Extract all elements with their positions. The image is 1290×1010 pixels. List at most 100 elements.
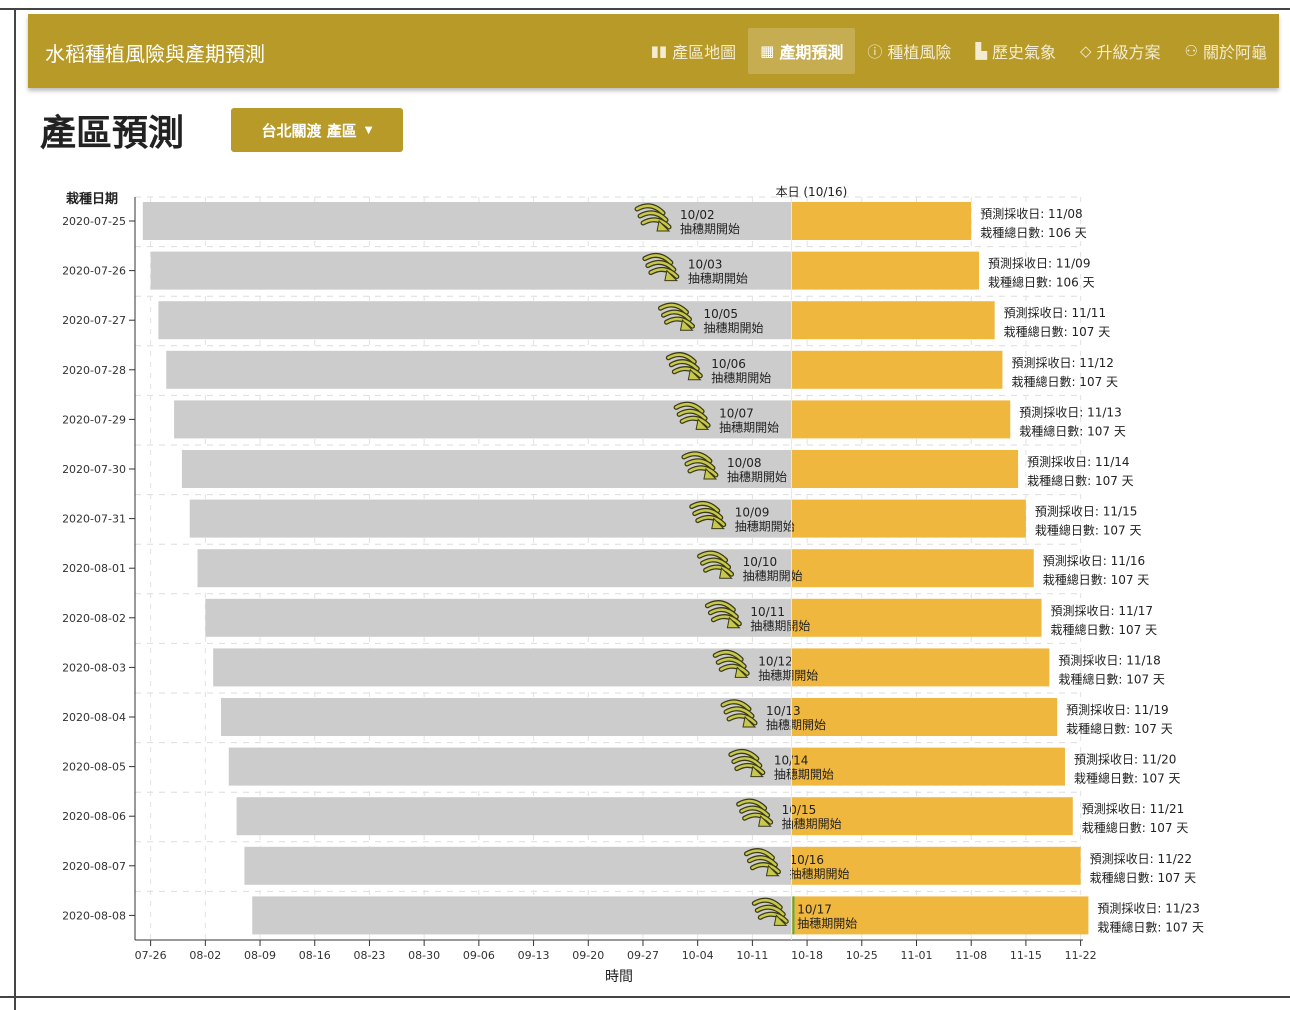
nav-item-label: 升級方案 (1096, 43, 1161, 62)
grown-bar (236, 797, 792, 836)
x-tick-label: 10-04 (682, 949, 714, 962)
grown-bar (142, 202, 792, 240)
total-days-label: 栽種總日數: 107 天 (1043, 572, 1150, 587)
x-tick-label: 09-06 (463, 949, 495, 962)
y-tick-label: 2020-08-04 (62, 711, 126, 724)
y-tick-label: 2020-08-07 (62, 860, 126, 873)
calculator-icon: ▦ (760, 42, 775, 60)
x-tick-label: 09-27 (627, 949, 659, 962)
heading-caption: 抽穗期開始 (782, 817, 842, 831)
x-tick-label: 11-22 (1065, 949, 1097, 962)
heading-date-label: 10/06 (711, 357, 746, 371)
nav-item-users[interactable]: ⚇ 關於阿龜 (1173, 28, 1279, 74)
heading-date-label: 10/13 (766, 704, 801, 718)
remaining-bar (791, 846, 1081, 885)
nav-item-label: 種植風險 (887, 43, 952, 62)
x-tick-label: 11-01 (901, 949, 933, 962)
remaining-bar (791, 251, 980, 290)
total-days-label: 栽種總日數: 107 天 (1082, 820, 1189, 835)
harvest-date-label: 預測採收日: 11/12 (1011, 356, 1113, 370)
nav-item-label: 產期預測 (779, 43, 844, 62)
total-days-label: 栽種總日數: 107 天 (1097, 919, 1204, 934)
region-dropdown-label: 台北關渡 產區 (261, 121, 357, 140)
info-icon: ⓘ (867, 42, 883, 61)
heading-caption: 抽穗期開始 (797, 916, 857, 930)
x-tick-label: 11-15 (1010, 949, 1042, 962)
nav-menu: ▮▮ 產區地圖 ▦ 產期預測 ⓘ 種植風險 ▙ 歷史氣象 ◇ 升級方案 ⚇ 關於阿龜 (639, 28, 1279, 74)
remaining-bar (791, 896, 1089, 935)
heading-caption: 抽穗期開始 (789, 867, 849, 881)
nav-item-bar-chart[interactable]: ▙ 歷史氣象 (963, 28, 1068, 74)
heading-date-label: 10/02 (680, 208, 715, 222)
heading-date-label: 10/08 (727, 456, 762, 470)
rice-ear-icon (728, 748, 766, 778)
rice-ear-icon (642, 252, 680, 282)
harvest-date-label: 預測採收日: 11/11 (1004, 306, 1106, 320)
grown-bar (228, 747, 792, 786)
rice-ear-icon (665, 352, 703, 381)
rice-ear-icon (704, 600, 742, 629)
remaining-bar (791, 747, 1065, 786)
remaining-bar (791, 797, 1073, 836)
harvest-date-label: 預測採收日: 11/22 (1090, 852, 1192, 866)
remaining-bar (791, 202, 972, 240)
total-days-label: 栽種總日數: 106 天 (988, 275, 1095, 290)
region-dropdown-button[interactable]: 台北關渡 產區 ▼ (231, 108, 403, 152)
grown-bar (252, 896, 792, 935)
harvest-date-label: 預測採收日: 11/14 (1027, 455, 1129, 469)
heading-caption: 抽穗期開始 (743, 569, 803, 583)
y-axis-title: 栽種日期 (66, 191, 118, 207)
heading-caption: 抽穗期開始 (719, 420, 779, 434)
total-days-label: 栽種總日數: 107 天 (1035, 523, 1142, 538)
remaining-bar (791, 450, 1019, 488)
remaining-bar (791, 301, 995, 340)
rice-ear-icon (657, 302, 695, 331)
nav-item-calculator[interactable]: ▦ 產期預測 (748, 28, 856, 74)
heading-date-label: 10/09 (735, 506, 770, 520)
map-icon: ▮▮ (650, 42, 668, 60)
grown-bar (220, 698, 792, 736)
harvest-date-label: 預測採收日: 11/16 (1043, 554, 1145, 568)
x-tick-label: 09-20 (572, 949, 604, 962)
rice-ear-icon (673, 401, 711, 430)
x-tick-label: 08-09 (244, 949, 276, 962)
x-tick-label: 08-16 (299, 949, 331, 962)
y-tick-label: 2020-07-25 (62, 215, 126, 228)
x-tick-label: 10-18 (791, 949, 823, 962)
y-tick-label: 2020-08-06 (62, 810, 126, 823)
y-tick-label: 2020-08-08 (62, 909, 126, 922)
rice-ear-icon (681, 451, 719, 480)
x-tick-label: 09-13 (518, 949, 550, 962)
rice-ear-icon (697, 550, 735, 579)
nav-item-diamond[interactable]: ◇ 升級方案 (1068, 28, 1173, 74)
total-days-label: 栽種總日數: 107 天 (1051, 622, 1158, 637)
grown-bar (197, 549, 792, 588)
harvest-date-label: 預測採收日: 11/13 (1019, 405, 1121, 419)
rice-ear-icon (634, 203, 672, 232)
heading-date-label: 10/05 (703, 307, 738, 321)
rice-ear-icon (689, 500, 727, 530)
remaining-bar (791, 350, 1003, 389)
app-title[interactable]: 水稻種植風險與產期預測 (45, 42, 265, 66)
y-tick-label: 2020-08-03 (62, 661, 126, 674)
y-tick-label: 2020-08-01 (62, 562, 126, 575)
top-navbar: 水稻種植風險與產期預測 ▮▮ 產區地圖 ▦ 產期預測 ⓘ 種植風險 ▙ 歷史氣象 ◇ 升級方案 ⚇ 關… (28, 14, 1279, 88)
x-tick-label: 08-23 (353, 949, 385, 962)
heading-date-label: 10/11 (750, 605, 785, 619)
heading-date-label: 10/10 (743, 555, 778, 569)
remaining-bar (791, 698, 1058, 736)
remaining-bar (791, 400, 1011, 439)
total-days-label: 栽種總日數: 107 天 (1074, 771, 1181, 786)
harvest-date-label: 預測採收日: 11/08 (980, 207, 1082, 221)
harvest-date-label: 預測採收日: 11/18 (1058, 653, 1160, 667)
nav-item-info[interactable]: ⓘ 種植風險 (855, 28, 963, 74)
total-days-label: 栽種總日數: 107 天 (1066, 721, 1173, 736)
total-days-label: 栽種總日數: 107 天 (1011, 374, 1118, 389)
rice-ear-icon (712, 649, 750, 678)
grown-bar (158, 301, 792, 340)
heading-date-label: 10/15 (782, 803, 817, 817)
nav-item-map[interactable]: ▮▮ 產區地圖 (639, 28, 749, 74)
today-label: 本日 (10/16) (776, 185, 848, 199)
x-tick-label: 10-11 (736, 949, 768, 962)
heading-date-label: 10/12 (758, 654, 793, 668)
